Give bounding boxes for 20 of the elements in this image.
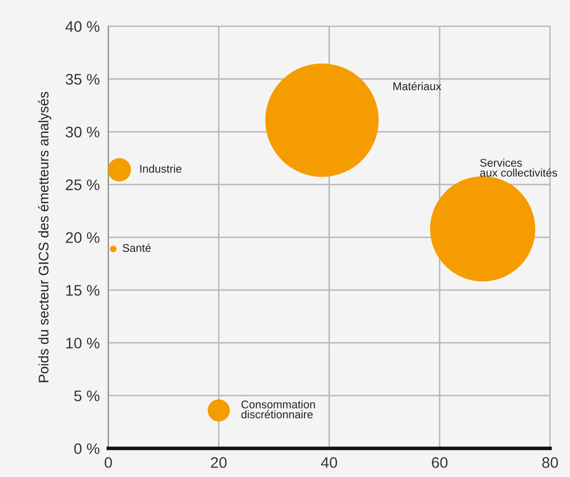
series-label: Consommation discrétionnaire <box>241 400 315 418</box>
x-tick-label: 80 <box>542 457 558 468</box>
series-label: Santé <box>122 244 151 252</box>
series-label: Matériaux <box>393 82 442 90</box>
y-tick-label: 20 % <box>66 232 100 243</box>
x-tick-label: 40 <box>321 457 338 468</box>
y-tick-label: 15 % <box>66 285 100 296</box>
x-tick-label: 0 <box>104 457 112 468</box>
series-label: Industrie <box>140 164 182 173</box>
series-label: Services aux collectivités <box>480 158 558 177</box>
y-tick-label: 0 % <box>74 443 100 454</box>
x-tick-label: 60 <box>432 457 448 468</box>
y-axis-title: Poids du secteur GICS des émetteurs analysés <box>38 92 52 382</box>
y-tick-label: 5 % <box>74 390 100 402</box>
y-tick-label: 10 % <box>66 338 100 349</box>
y-tick-label: 40 % <box>65 21 100 32</box>
y-tick-label: 25 % <box>66 179 100 190</box>
y-tick-label: 35 % <box>66 74 100 85</box>
x-tick-label: 20 <box>211 457 227 468</box>
y-tick-label: 30 % <box>66 126 100 138</box>
